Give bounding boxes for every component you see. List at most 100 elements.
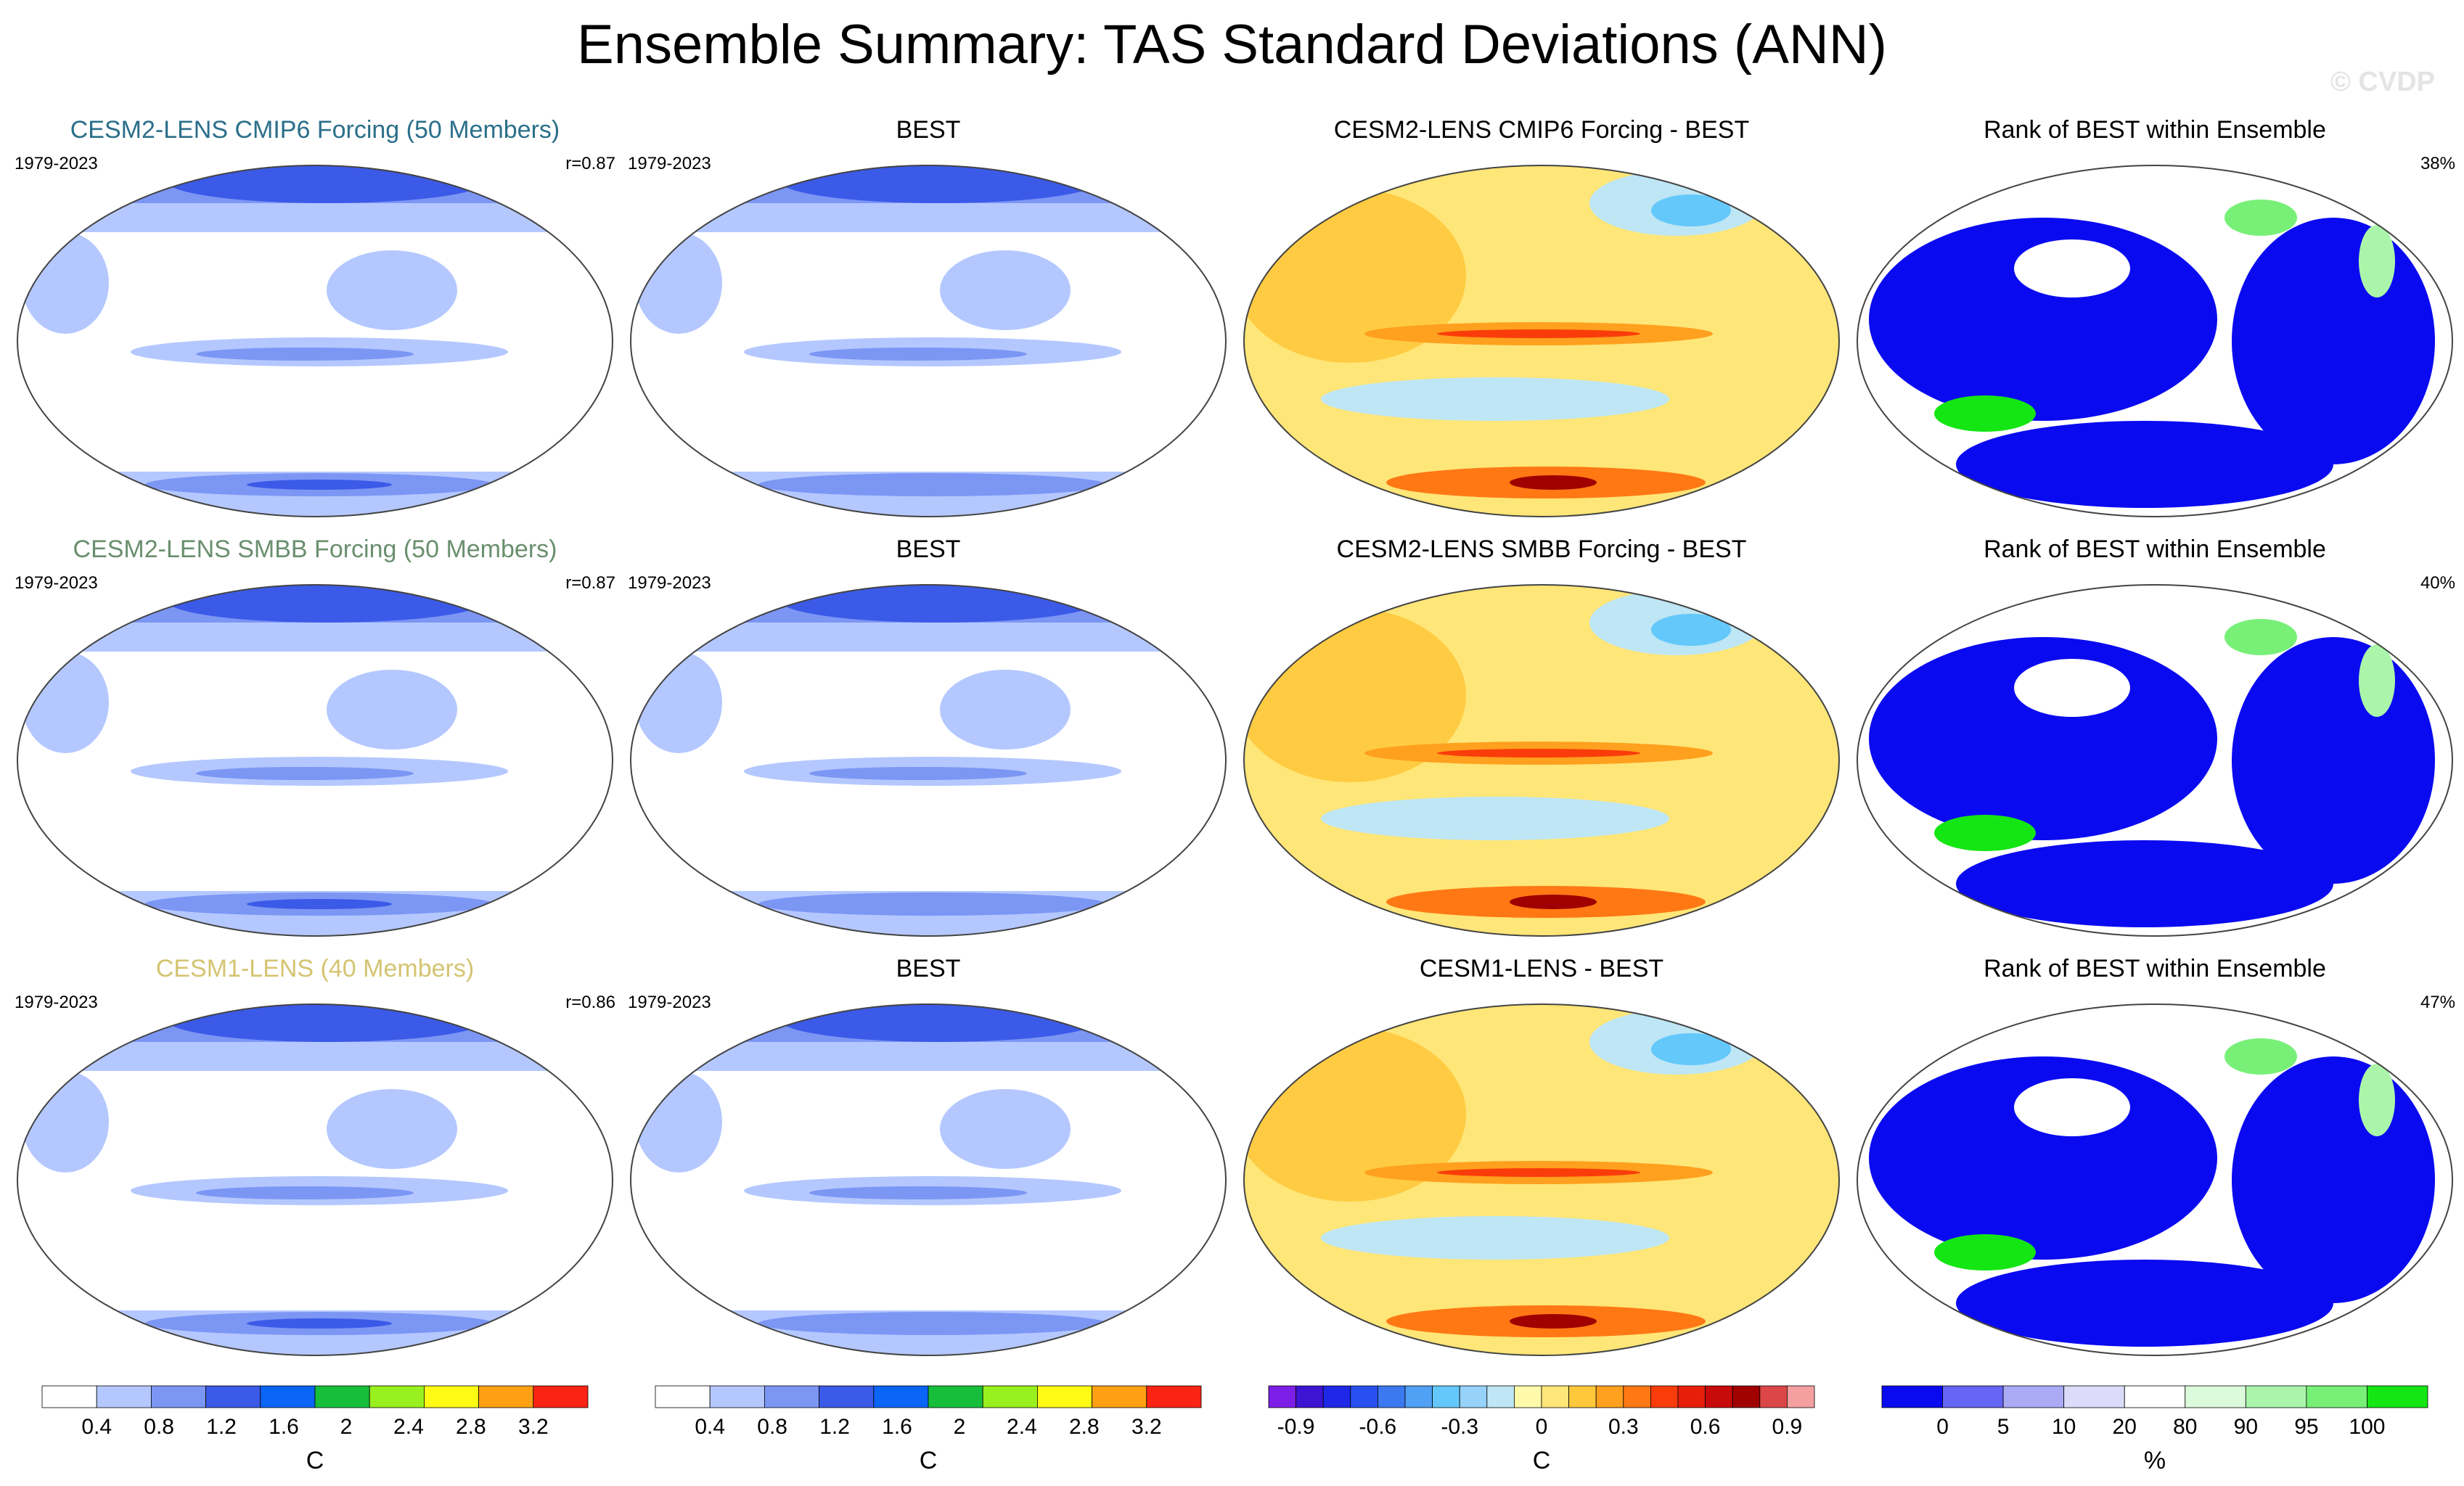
- stddev-map: [17, 584, 613, 937]
- panel-title: CESM2-LENS CMIP6 Forcing (50 Members): [70, 116, 560, 144]
- southern-peak: [1510, 1314, 1597, 1329]
- colorbar-swatch: [1322, 1385, 1351, 1408]
- colorbar-tick-label: 2.4: [1007, 1415, 1037, 1439]
- map-border: [1243, 1003, 1840, 1356]
- high-rank-patch: [2359, 1064, 2395, 1136]
- colorbar-swatch: [260, 1385, 316, 1408]
- panel-title: Rank of BEST within Ensemble: [1984, 535, 2326, 563]
- colorbar-swatch: [1432, 1385, 1460, 1408]
- colorbar-tick-label: 0: [1536, 1415, 1548, 1439]
- period-label: 1979-2023: [628, 993, 711, 1012]
- colorbar-stddev-obs: 0.4 0.8 1.2 1.6 2 2.4 2.8 3.2 C: [655, 1385, 1202, 1474]
- panel-title: CESM2-LENS SMBB Forcing - BEST: [1336, 535, 1747, 563]
- colorbar-tick-label: -0.9: [1277, 1415, 1315, 1439]
- colorbar-swatch: [2002, 1385, 2065, 1408]
- colorbar-graphic: 0.4 0.8 1.2 1.6 2 2.4 2.8 3.2: [655, 1385, 1202, 1439]
- panel-diff-r1: CESM2-LENS SMBB Forcing - BEST: [1241, 535, 1842, 956]
- siberia-peak: [671, 1004, 758, 1022]
- panel-title: BEST: [896, 535, 961, 563]
- figure-title: Ensemble Summary: TAS Standard Deviation…: [577, 14, 1887, 75]
- colorbar-swatch: [655, 1385, 711, 1408]
- enso-core: [196, 1186, 414, 1199]
- map-field: [1244, 165, 1839, 517]
- map-border: [17, 1003, 613, 1356]
- map-border: [1857, 165, 2453, 517]
- map-border: [630, 165, 1227, 517]
- pattern-correlation-label: r=0.86: [565, 993, 615, 1012]
- colorbar-swatch: [873, 1385, 929, 1408]
- rank-percent-label: 38%: [2420, 154, 2455, 173]
- south-cool: [1321, 377, 1669, 421]
- map-field: [17, 165, 613, 517]
- colorbar-tick-label: 3.2: [1131, 1415, 1162, 1439]
- colorbar-swatch: [2185, 1385, 2246, 1408]
- map-border: [17, 584, 613, 937]
- map-border: [1857, 584, 2453, 937]
- colorbar-tick-label: 0.4: [695, 1415, 725, 1439]
- colorbar-swatch: [1377, 1385, 1406, 1408]
- enso-core: [196, 348, 414, 361]
- high-rank-patch: [2224, 200, 2297, 236]
- period-label: 1979-2023: [628, 154, 711, 173]
- stddev-map: [630, 584, 1227, 937]
- map-border: [17, 165, 613, 517]
- colorbar-swatch: [1759, 1385, 1788, 1408]
- panel-title: CESM1-LENS - BEST: [1419, 955, 1664, 982]
- siberia-peak: [58, 165, 145, 183]
- colorbar-graphic: 0 5 10 20 80 90 95 100: [1881, 1385, 2428, 1439]
- colorbar-tick-label: 0.9: [1772, 1415, 1803, 1439]
- stddev-map: [17, 1003, 613, 1356]
- south-cool: [1321, 1216, 1669, 1260]
- map-border: [630, 584, 1227, 937]
- colorbar-unit: C: [919, 1447, 938, 1474]
- southern-ocean-band: [758, 1312, 1107, 1335]
- colorbar-swatch: [1513, 1385, 1542, 1408]
- namerica-patch: [327, 250, 457, 330]
- colorbar-tick-label: 90: [2234, 1415, 2258, 1439]
- panel-diff-r0: CESM2-LENS CMIP6 Forcing - BEST: [1241, 116, 1842, 537]
- colorbar-tick-label: 80: [2173, 1415, 2197, 1439]
- panel-obs-r1: BEST 1979-2023: [628, 535, 1229, 956]
- colorbar-swatch: [2124, 1385, 2186, 1408]
- colorbar-swatch: [478, 1385, 534, 1408]
- map-field: [1857, 585, 2452, 936]
- panel-obs-r0: BEST 1979-2023: [628, 116, 1229, 537]
- colorbar-swatch: [1268, 1385, 1296, 1408]
- colorbar-tick-label: 0.3: [1608, 1415, 1639, 1439]
- colorbar-swatch: [2245, 1385, 2307, 1408]
- colorbar-tick-label: 95: [2294, 1415, 2318, 1439]
- siberia-peak: [671, 585, 758, 602]
- colorbar-swatch: [709, 1385, 765, 1408]
- namerica-patch: [940, 1089, 1071, 1169]
- colorbar-tick-label: 2.8: [1069, 1415, 1100, 1439]
- high-rank-patch: [2224, 1038, 2297, 1075]
- enso-core: [1437, 1168, 1640, 1177]
- panel-diff-r2: CESM1-LENS - BEST: [1241, 955, 1842, 1376]
- enso-core: [1437, 749, 1640, 758]
- difference-map: [1243, 165, 1840, 517]
- colorbar-swatch: [1404, 1385, 1433, 1408]
- colorbar-graphic: -0.9 -0.6 -0.3 0 0.3 0.6 0.9: [1268, 1385, 1815, 1439]
- southern-ocean-band: [758, 892, 1107, 916]
- high-rank-patch: [1934, 1234, 2036, 1271]
- colorbar-swatch: [1650, 1385, 1679, 1408]
- colorbar-tick-label: 1.2: [819, 1415, 850, 1439]
- map-field: [17, 585, 613, 936]
- rank-percent-label: 47%: [2420, 993, 2455, 1012]
- colorbar-swatch: [982, 1385, 1038, 1408]
- colorbar-tick-label: 1.6: [882, 1415, 912, 1439]
- map-field: [631, 165, 1226, 517]
- canada-cool: [1651, 194, 1731, 226]
- colorbar-tick-label: 20: [2113, 1415, 2137, 1439]
- colorbar-swatch: [41, 1385, 97, 1408]
- colorbar-swatch: [1092, 1385, 1147, 1408]
- enso-core: [809, 767, 1027, 780]
- colorbar-swatch: [533, 1385, 589, 1408]
- colorbar-swatch: [424, 1385, 480, 1408]
- colorbar-swatch: [1037, 1385, 1093, 1408]
- colorbar-swatch: [150, 1385, 206, 1408]
- panel-rank-r1: Rank of BEST within Ensemble 40%: [1854, 535, 2455, 956]
- namerica-patch: [940, 670, 1071, 750]
- south-cool: [1321, 797, 1669, 840]
- panel-title: Rank of BEST within Ensemble: [1984, 116, 2326, 144]
